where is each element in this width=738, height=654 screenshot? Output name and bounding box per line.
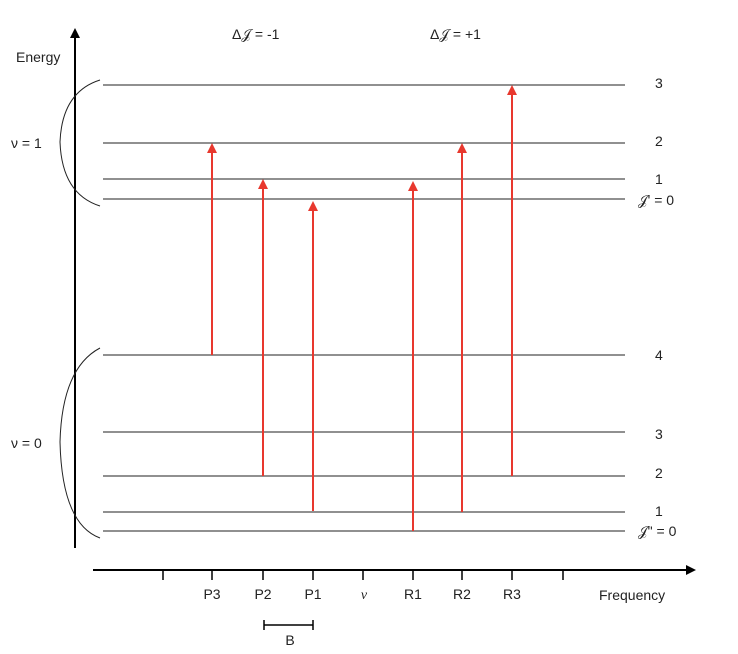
tick-label-nu: ν — [361, 588, 368, 603]
delta-j-minus-label: Δ𝒥 = -1 — [232, 26, 280, 42]
energy-axis-label: Energy — [16, 49, 60, 65]
upper-level-label-j1: 1 — [655, 171, 663, 187]
tick-label-r3: R3 — [503, 586, 521, 602]
tick-label-p3: P3 — [203, 586, 220, 602]
frequency-axis-label: Frequency — [599, 587, 665, 603]
delta-j-plus-label: Δ𝒥 = +1 — [430, 26, 481, 42]
tick-label-p2: P2 — [254, 586, 271, 602]
upper-level-label-j3: 3 — [655, 75, 663, 91]
lower-level-label-j4: 4 — [655, 347, 663, 363]
lower-state-brace — [59, 347, 101, 539]
tick-label-r2: R2 — [453, 586, 471, 602]
lower-level-label-j1: 1 — [655, 503, 663, 519]
spacing-label: B — [285, 632, 294, 648]
tick-label-r1: R1 — [404, 586, 422, 602]
upper-state-brace — [59, 79, 101, 207]
lower-state-label: ν = 0 — [11, 435, 42, 451]
upper-level-label-j2: 2 — [655, 133, 663, 149]
lower-level-label-j2: 2 — [655, 465, 663, 481]
upper-level-label-j0: 𝒥' = 0 — [638, 192, 674, 208]
upper-state-label: ν = 1 — [11, 135, 42, 151]
lower-level-label-j0: 𝒥" = 0 — [638, 523, 677, 539]
tick-label-p1: P1 — [304, 586, 321, 602]
lower-level-label-j3: 3 — [655, 426, 663, 442]
